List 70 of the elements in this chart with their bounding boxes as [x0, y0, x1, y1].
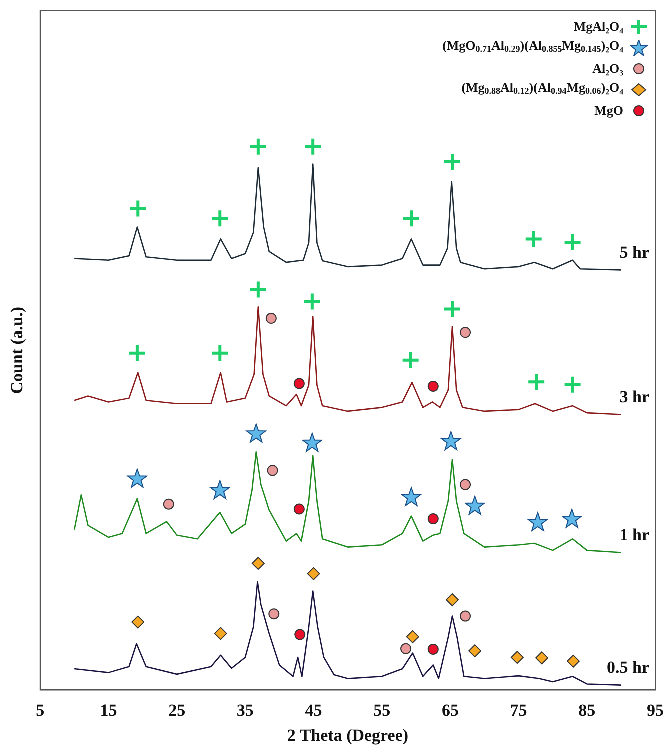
point	[510, 651, 524, 664]
point	[294, 378, 305, 390]
point	[307, 567, 320, 580]
point	[527, 372, 546, 392]
point	[443, 152, 462, 172]
point	[400, 643, 412, 654]
point	[266, 313, 277, 324]
point	[210, 344, 230, 363]
point	[446, 594, 460, 606]
text: (Mg$_{0.88}$Al$_{0.12}$)(Al$_{0.94}$Mg$_{0.06}$)₂O₄	[462, 80, 624, 96]
x-axis-title: 2 Theta (Degree)	[287, 726, 409, 746]
x-tick-label: 5	[36, 700, 45, 720]
point	[528, 512, 548, 532]
y-axis-title: Count (a.u.)	[8, 306, 27, 394]
point	[402, 209, 422, 228]
point	[443, 300, 462, 319]
point	[128, 344, 147, 363]
point	[163, 498, 174, 510]
point	[460, 327, 472, 338]
legend-label: MgAl₂O₄	[574, 18, 624, 36]
series-label: 0.5 hr	[607, 658, 650, 678]
point	[127, 468, 148, 488]
point	[268, 608, 280, 620]
x-tick-label: 55	[374, 700, 391, 720]
point	[210, 209, 230, 228]
text: (MgO$_{0.71}$Al$_{0.29}$)(Al$_{0.855}$Mg$_{0.145}$)₂O₄	[442, 38, 624, 54]
point	[406, 630, 420, 644]
point	[428, 514, 439, 525]
series-label: 1 hr	[620, 526, 650, 545]
point	[566, 654, 580, 668]
series-label: 3 hr	[620, 388, 650, 407]
point	[294, 504, 305, 515]
point	[524, 230, 544, 249]
point	[267, 465, 278, 476]
point	[294, 629, 306, 640]
x-tick-label: 45	[305, 700, 322, 720]
point	[468, 644, 482, 658]
point	[402, 487, 422, 506]
point	[214, 627, 228, 640]
x-tick-label: 75	[510, 700, 528, 720]
legend-label: Al₂O₃	[592, 60, 624, 78]
point	[460, 479, 472, 490]
point	[562, 509, 582, 528]
x-tick-label: 95	[647, 700, 664, 720]
point	[248, 137, 268, 156]
series-label: 5 hr	[620, 243, 650, 262]
point	[460, 610, 472, 622]
point	[302, 433, 322, 452]
point	[428, 644, 439, 655]
point	[246, 424, 266, 443]
point	[210, 480, 230, 500]
point	[401, 350, 420, 370]
x-tick-label: 85	[578, 700, 596, 720]
x-tick-label: 35	[236, 700, 254, 720]
point	[563, 232, 582, 252]
point	[304, 137, 323, 156]
point	[428, 380, 439, 392]
point	[248, 280, 268, 300]
point	[465, 496, 486, 516]
point	[441, 431, 462, 450]
point	[252, 557, 265, 570]
point	[128, 199, 148, 218]
x-tick-label: 65	[442, 700, 459, 720]
point	[536, 652, 549, 665]
x-tick-label: 25	[168, 700, 186, 720]
point	[132, 616, 145, 629]
x-tick-label: 15	[100, 700, 118, 720]
point	[302, 292, 322, 312]
legend-label: MgO	[594, 102, 624, 120]
point	[563, 375, 582, 394]
